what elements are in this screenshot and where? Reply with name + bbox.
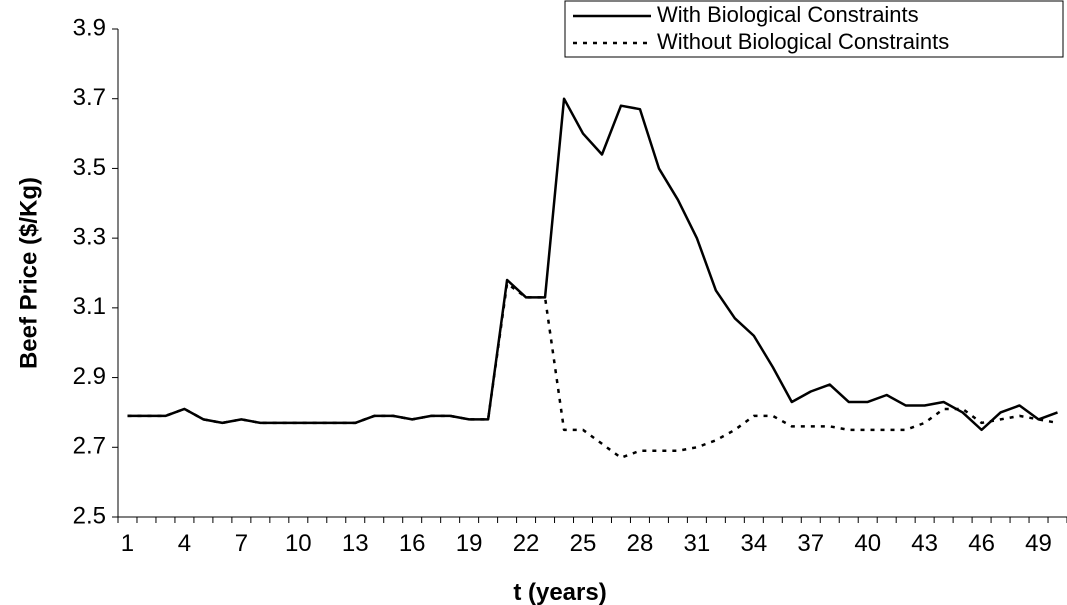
x-tick-label: 28 [627, 530, 654, 557]
x-tick-label: 34 [740, 530, 767, 557]
y-tick-label: 3.1 [73, 293, 106, 320]
series-line [127, 282, 1058, 459]
y-tick-label: 3.9 [73, 14, 106, 41]
x-tick-label: 37 [797, 530, 824, 557]
x-tick-label: 19 [456, 530, 483, 557]
x-tick-label: 40 [854, 530, 881, 557]
x-tick-label: 7 [235, 530, 248, 557]
y-tick-label: 2.9 [73, 363, 106, 390]
series-line [127, 97, 1058, 432]
legend-label: Without Biological Constraints [657, 29, 949, 54]
x-tick-label: 49 [1025, 530, 1052, 557]
x-tick-label: 13 [342, 530, 369, 557]
y-tick-label: 3.7 [73, 84, 106, 111]
x-tick-label: 31 [684, 530, 711, 557]
x-axis-title: t (years) [513, 579, 606, 605]
legend-label: With Biological Constraints [657, 2, 919, 27]
y-axis-title: Beef Price ($/Kg) [15, 177, 42, 369]
x-tick-label: 22 [513, 530, 540, 557]
x-tick-label: 10 [285, 530, 312, 557]
x-tick-label: 25 [570, 530, 597, 557]
y-tick-label: 2.7 [73, 433, 106, 460]
legend-box [564, 0, 1064, 58]
x-tick-label: 43 [911, 530, 938, 557]
y-tick-label: 3.3 [73, 223, 106, 250]
y-tick-label: 3.5 [73, 154, 106, 181]
x-tick-label: 1 [121, 530, 134, 557]
x-tick-label: 16 [399, 530, 426, 557]
x-tick-label: 46 [968, 530, 995, 557]
x-tick-label: 4 [178, 530, 191, 557]
y-tick-label: 2.5 [73, 502, 106, 529]
